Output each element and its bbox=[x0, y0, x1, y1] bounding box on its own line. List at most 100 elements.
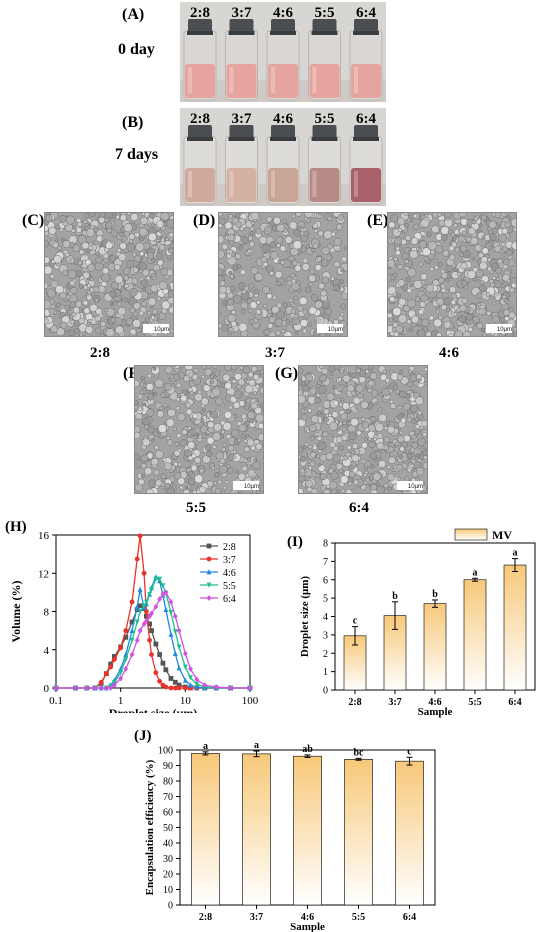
scale-bar-box bbox=[486, 324, 512, 333]
droplet-blob bbox=[332, 445, 339, 452]
droplet-blob bbox=[465, 236, 472, 243]
droplet-blob bbox=[286, 250, 290, 255]
droplet-blob bbox=[346, 445, 352, 450]
legend-label: 4:6 bbox=[223, 568, 236, 579]
legend-label: 3:7 bbox=[223, 555, 236, 566]
droplet-blob bbox=[249, 301, 258, 309]
droplet-blob bbox=[142, 287, 147, 292]
droplet-blob bbox=[415, 396, 424, 406]
vial-cap-rim bbox=[228, 31, 255, 35]
data-point bbox=[147, 621, 152, 627]
droplet-blob bbox=[59, 227, 64, 233]
data-point bbox=[163, 589, 169, 596]
droplet-blob bbox=[316, 256, 322, 262]
droplet-blob bbox=[165, 418, 175, 428]
vial-ratio-label: 2:8 bbox=[190, 5, 210, 21]
data-point bbox=[123, 665, 129, 672]
vial-liquid bbox=[226, 64, 257, 98]
droplet-blob bbox=[250, 266, 259, 275]
droplet-blob bbox=[303, 409, 308, 414]
droplet-blob bbox=[440, 269, 446, 274]
droplet-blob bbox=[204, 444, 212, 451]
droplet-blob bbox=[323, 408, 330, 415]
droplet-blob bbox=[275, 310, 286, 320]
bar bbox=[503, 564, 527, 691]
droplet-blob bbox=[390, 214, 399, 223]
droplet-blob bbox=[150, 315, 156, 320]
droplet-blob bbox=[147, 310, 152, 316]
droplet-blob bbox=[309, 268, 315, 275]
droplet-blob bbox=[209, 410, 219, 419]
droplet-blob bbox=[268, 316, 276, 324]
droplet-blob bbox=[317, 406, 323, 411]
data-point bbox=[129, 619, 135, 625]
droplet-blob bbox=[266, 216, 273, 223]
droplet-blob bbox=[305, 217, 311, 224]
droplet-blob bbox=[429, 249, 436, 255]
droplet-blob bbox=[130, 213, 139, 221]
droplet-blob bbox=[181, 429, 188, 435]
droplet-blob bbox=[129, 239, 133, 244]
data-point bbox=[168, 631, 174, 637]
data-point bbox=[206, 595, 212, 601]
vial-liquid bbox=[351, 168, 381, 202]
droplet-blob bbox=[318, 449, 322, 454]
droplet-blob bbox=[312, 242, 319, 249]
droplet-blob bbox=[332, 400, 339, 407]
vial-highlight bbox=[229, 67, 234, 93]
droplet-blob bbox=[134, 232, 140, 238]
droplet-blob bbox=[191, 453, 197, 459]
droplet-blob bbox=[221, 324, 229, 332]
droplet-blob bbox=[109, 290, 117, 298]
droplet-blob bbox=[402, 402, 411, 411]
y-tick-label: 0 bbox=[168, 901, 173, 912]
droplet-blob bbox=[274, 318, 284, 327]
x-tick-label: 0.1 bbox=[49, 695, 63, 707]
droplet-blob bbox=[296, 305, 304, 312]
y-tick-label: 50 bbox=[163, 823, 173, 834]
droplet-blob bbox=[340, 268, 345, 273]
droplet-blob bbox=[57, 245, 62, 251]
droplet-blob bbox=[269, 271, 274, 276]
droplet-blob bbox=[260, 256, 268, 264]
droplet-blob bbox=[173, 449, 181, 457]
droplet-blob bbox=[227, 298, 235, 306]
droplet-blob bbox=[77, 234, 87, 244]
droplet-blob bbox=[347, 431, 357, 441]
droplet-blob bbox=[363, 473, 367, 477]
droplet-blob bbox=[401, 252, 410, 261]
droplet-blob bbox=[232, 265, 238, 271]
droplet-blob bbox=[227, 233, 235, 242]
droplet-blob bbox=[459, 252, 464, 257]
droplet-blob bbox=[227, 313, 236, 323]
droplet-blob bbox=[231, 429, 240, 438]
scale-bar-box bbox=[143, 324, 169, 333]
droplet-blob bbox=[460, 218, 468, 226]
data-point bbox=[168, 676, 174, 681]
droplet-blob bbox=[432, 213, 439, 218]
droplet-blob bbox=[45, 317, 49, 325]
droplet-blob bbox=[205, 450, 213, 458]
droplet-blob bbox=[492, 276, 497, 281]
droplet-blob bbox=[310, 414, 320, 424]
droplet-blob bbox=[291, 214, 296, 219]
droplet-blob bbox=[329, 371, 334, 376]
droplet-blob bbox=[412, 213, 418, 219]
bar-6-4: a bbox=[503, 548, 527, 691]
droplet-blob bbox=[222, 485, 227, 490]
droplet-blob bbox=[398, 298, 407, 306]
droplet-blob bbox=[477, 302, 481, 307]
droplet-blob bbox=[303, 230, 310, 237]
droplet-blob bbox=[50, 325, 58, 333]
droplet-blob bbox=[369, 452, 377, 460]
vial-liquid bbox=[185, 64, 215, 98]
droplet-blob bbox=[219, 285, 227, 294]
droplet-blob bbox=[78, 283, 84, 289]
droplet-blob bbox=[141, 300, 148, 307]
droplet-blob bbox=[489, 232, 498, 241]
droplet-blob bbox=[263, 226, 273, 235]
droplet-blob bbox=[139, 389, 145, 395]
droplet-blob bbox=[370, 389, 379, 397]
droplet-blob bbox=[422, 283, 428, 289]
droplet-blob bbox=[223, 402, 228, 407]
